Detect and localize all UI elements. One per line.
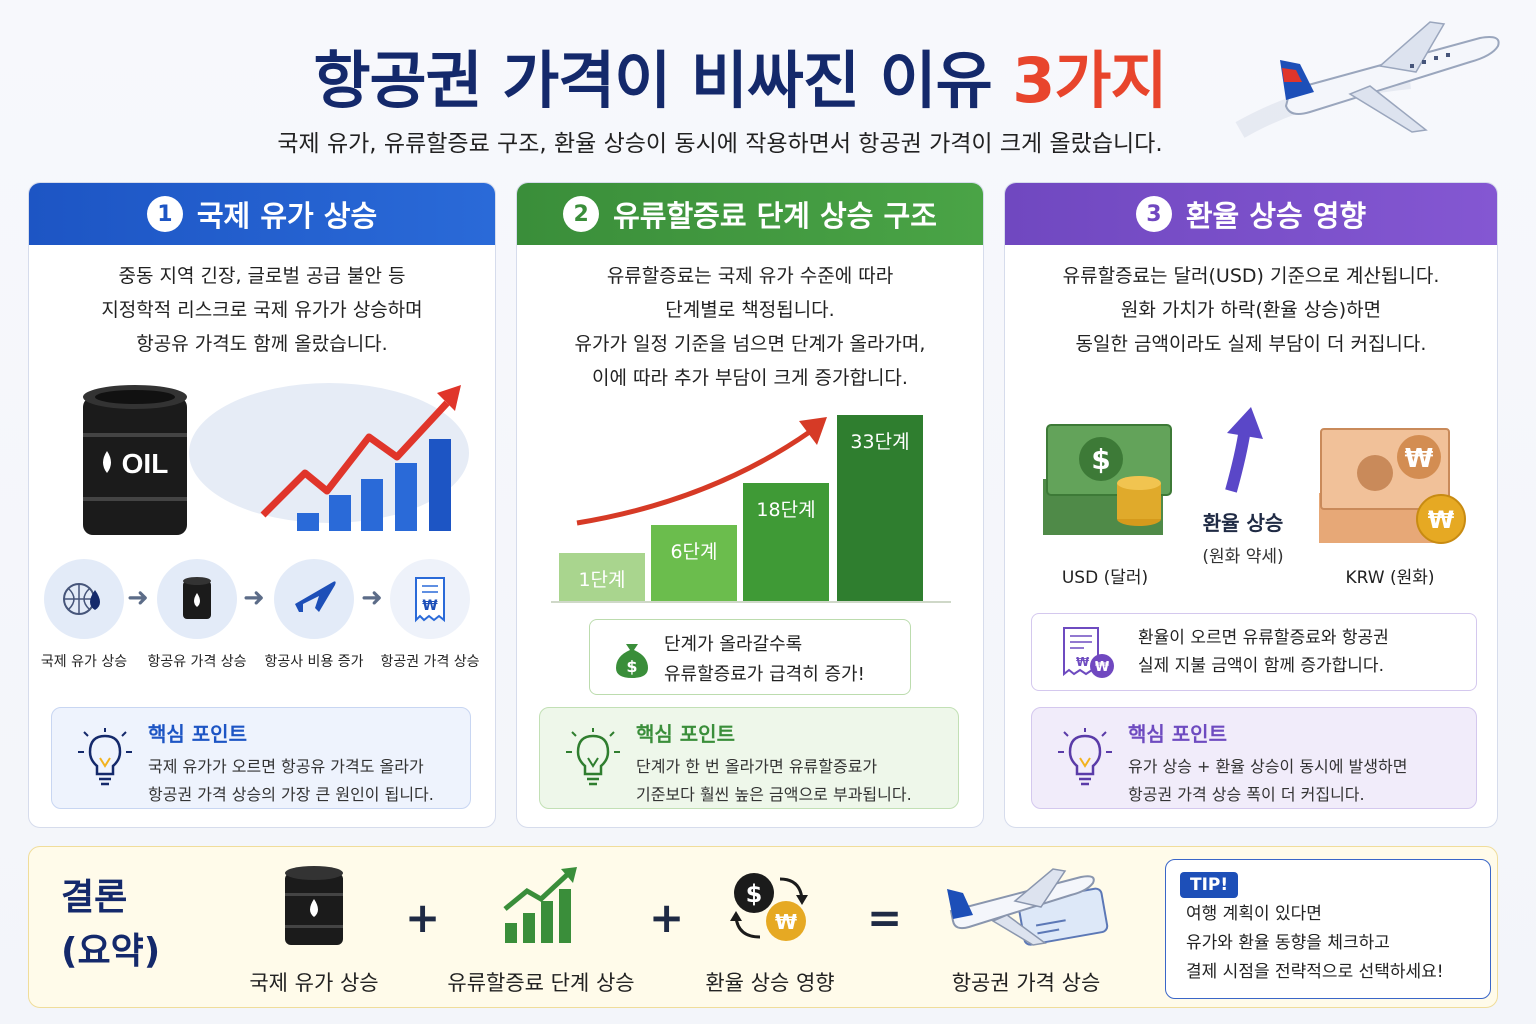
receipt-won-icon: ₩ (390, 559, 470, 639)
note-line: 실제 지불 금액이 함께 증가합니다. (1138, 656, 1384, 676)
svg-text:₩: ₩ (1405, 444, 1434, 474)
exchange-note-box: ₩ ₩ 환율이 오르면 유류할증료와 항공권 실제 지불 금액이 함께 증가합니다… (1031, 613, 1477, 691)
receipt-won-icon: ₩ ₩ (1063, 627, 1114, 678)
svg-text:₩: ₩ (1076, 655, 1090, 669)
plus-icon: + (405, 893, 441, 942)
page-title: 항공권 가격이 비싸진 이유 3가지 (0, 30, 1480, 120)
flow-step-oil-price: 국제 유가 상승 (29, 559, 139, 671)
surcharge-step-chart: 1단계 6단계 18단계 33단계 (551, 411, 951, 603)
note-line: 유류할증료가 급격히 증가! (664, 664, 865, 685)
currency-exchange-icon: $₩ (730, 873, 808, 941)
flow-step-jet-fuel: 항공유 가격 상승 (142, 559, 252, 671)
krw-money-icon: ₩ ₩ (1319, 428, 1466, 544)
svg-text:$: $ (1091, 443, 1110, 476)
number-badge: 1 (146, 196, 183, 232)
card-header: 3 환율 상승 영향 (1005, 183, 1497, 245)
flow-step-airline-cost: 항공사 비용 증가 (259, 559, 369, 671)
trend-arrow-icon (576, 417, 827, 526)
key-point-text: 단계가 한 번 올라가면 유류할증료가 기준보다 훨씬 높은 금액으로 부과됩니… (636, 757, 912, 804)
usd-money-icon: $ (1043, 424, 1172, 535)
key-point-title: 핵심 포인트 (636, 722, 735, 746)
airplane-icon (274, 559, 354, 639)
card-description: 유류할증료는 국제 유가 수준에 따라 단계별로 책정됩니다. 유가가 일정 기… (574, 265, 926, 389)
rate-up-arrow-icon (1225, 407, 1263, 493)
title-accent: 3가지 (1012, 44, 1167, 117)
card-oil-price: 1 국제 유가 상승 중동 지역 긴장, 글로벌 공급 불안 등 지정학적 리스… (28, 182, 496, 828)
lightbulb-icon (566, 728, 620, 786)
airplane-icon (1235, 21, 1500, 138)
desc-line: 지정학적 리스크로 국제 유가가 상승하며 (101, 299, 423, 321)
krw-label: KRW (원화) (1345, 568, 1435, 588)
arrow-right-icon: ➜ (243, 583, 265, 613)
arrow-right-icon: ➜ (127, 583, 149, 613)
summary-title: 결론 (요약) (61, 877, 161, 972)
number-badge: 2 (563, 196, 600, 232)
svg-text:₩: ₩ (1095, 660, 1110, 675)
growth-chart-icon (503, 867, 577, 943)
card-title: 유류할증료 단계 상승 구조 (613, 199, 937, 233)
card-header: 1 국제 유가 상승 (29, 183, 495, 245)
title-main: 항공권 가격이 비싸진 이유 (313, 44, 1013, 117)
bar-step-18: 18단계 (743, 483, 829, 601)
svg-text:₩: ₩ (775, 910, 797, 934)
note-line: 환율이 오르면 유류할증료와 항공권 (1138, 628, 1389, 648)
key-point-title: 핵심 포인트 (148, 722, 247, 746)
svg-text:$: $ (626, 657, 637, 676)
card-exchange-rate: 3 환율 상승 영향 유류할증료는 달러(USD) 기준으로 계산됩니다. 원화… (1004, 182, 1498, 828)
svg-text:$: $ (746, 880, 763, 908)
flow-step-ticket-price: ₩ 항공권 가격 상승 (375, 559, 485, 671)
fuel-barrel-icon (157, 559, 237, 639)
oil-barrel-icon (285, 866, 343, 945)
plus-icon: + (649, 893, 685, 942)
tip-text: 여행 계획이 있다면 유가와 환율 동향을 체크하고 결제 시점을 전략적으로 … (1186, 904, 1444, 982)
bar-chart-icon (260, 385, 461, 531)
bar-step-6: 6단계 (651, 525, 737, 601)
card-title: 국제 유가 상승 (196, 199, 378, 233)
key-point-box: 핵심 포인트 유가 상승 + 환율 상승이 동시에 발생하면 항공권 가격 상승… (1031, 707, 1477, 809)
card-description: 중동 지역 긴장, 글로벌 공급 불안 등 지정학적 리스크로 국제 유가가 상… (29, 259, 495, 361)
summary-panel: 결론 (요약) 국제 유가 상승 + 유류할증료 단계 상승 + $ ₩ 환율 상… (28, 846, 1498, 1008)
bar-step-1: 1단계 (559, 553, 645, 601)
note-line: 단계가 올라갈수록 (664, 634, 803, 655)
key-point-box: 핵심 포인트 국제 유가가 오르면 항공유 가격도 올라가 항공권 가격 상승의… (51, 707, 471, 809)
rate-label: 환율 상승 (원화 약세) (1202, 511, 1284, 567)
key-point-text: 국제 유가가 오르면 항공유 가격도 올라가 항공권 가격 상승의 가장 큰 원… (148, 757, 434, 804)
tip-badge: TIP! (1180, 872, 1239, 898)
desc-line: 중동 지역 긴장, 글로벌 공급 불안 등 (118, 265, 406, 287)
number-badge: 3 (1135, 196, 1172, 232)
summary-item-exchange: $ ₩ 환율 상승 영향 (695, 865, 845, 997)
svg-text:OIL: OIL (122, 448, 169, 479)
card-fuel-surcharge: 2 유류할증료 단계 상승 구조 유류할증료는 국제 유가 수준에 따라 단계별… (516, 182, 984, 828)
key-point-title: 핵심 포인트 (1128, 722, 1227, 746)
card-header: 2 유류할증료 단계 상승 구조 (517, 183, 983, 245)
globe-drop-icon (44, 559, 124, 639)
money-bag-icon: $ (616, 644, 648, 678)
card-title: 환율 상승 영향 (1185, 199, 1367, 233)
card-description: 유류할증료는 달러(USD) 기준으로 계산됩니다. 원화 가치가 하락(환율 … (1062, 265, 1440, 355)
summary-item-oil: 국제 유가 상승 (239, 865, 389, 997)
summary-item-ticket: 항공권 가격 상승 (929, 865, 1123, 997)
oil-barrel-icon: OIL (83, 385, 187, 535)
bar-step-33: 33단계 (837, 415, 923, 601)
equals-icon: = (867, 893, 903, 942)
lightbulb-icon (78, 728, 132, 786)
usd-label: USD (달러) (1061, 568, 1149, 588)
surcharge-note-box: $ 단계가 올라갈수록 유류할증료가 급격히 증가! (589, 619, 911, 695)
chart-baseline (551, 601, 951, 603)
oil-barrel-chart-illustration: OIL (83, 383, 469, 535)
desc-line: 항공유 가격도 함께 올랐습니다. (136, 333, 388, 355)
key-point-text: 유가 상승 + 환율 상승이 동시에 발생하면 항공권 가격 상승 폭이 더 커… (1128, 757, 1408, 804)
arrow-right-icon: ➜ (361, 583, 383, 613)
page-subtitle: 국제 유가, 유류할증료 구조, 환율 상승이 동시에 작용하면서 항공권 가격… (277, 131, 1163, 157)
key-point-box: 핵심 포인트 단계가 한 번 올라가면 유류할증료가 기준보다 훨씬 높은 금액… (539, 707, 959, 809)
summary-item-surcharge: 유류할증료 단계 상승 (441, 865, 641, 997)
svg-text:₩: ₩ (422, 598, 438, 614)
lightbulb-icon (1058, 728, 1112, 786)
tip-box: TIP! 여행 계획이 있다면 유가와 환율 동향을 체크하고 결제 시점을 전… (1165, 859, 1491, 999)
airplane-ticket-icon (947, 868, 1109, 946)
svg-text:₩: ₩ (1428, 506, 1455, 534)
